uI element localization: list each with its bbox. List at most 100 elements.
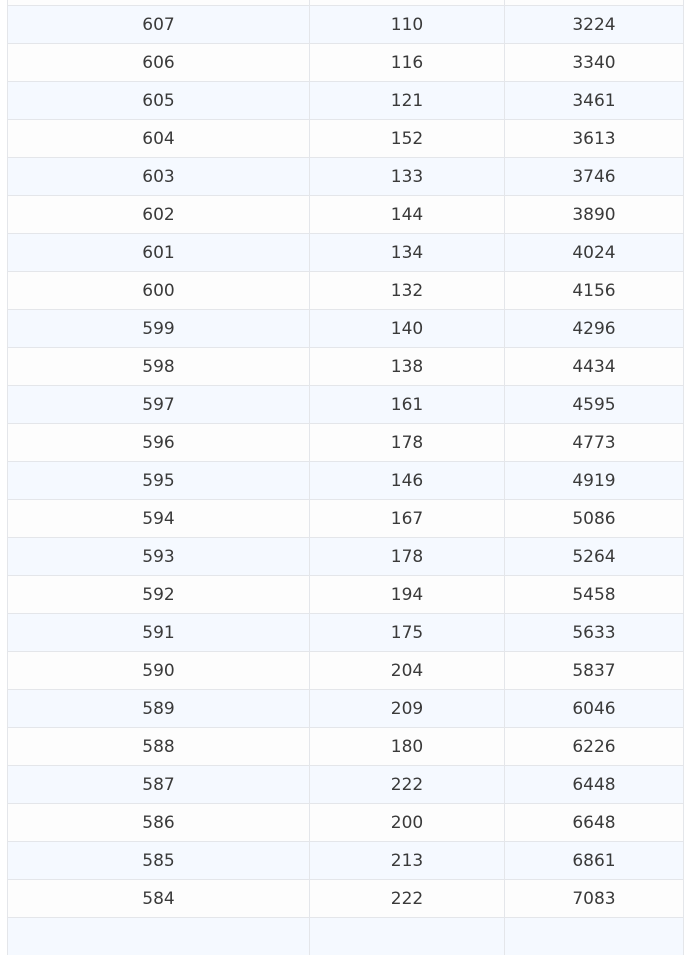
table-cell: 175 xyxy=(310,614,505,651)
table-cell: 7083 xyxy=(572,888,616,909)
table-cell: 204 xyxy=(310,652,505,689)
table-cell: 584 xyxy=(8,880,310,917)
table-row: 606 116 3340 xyxy=(7,43,684,81)
cell xyxy=(505,918,683,955)
table-row: 605 121 3461 xyxy=(7,81,684,119)
table-cell: 592 xyxy=(8,576,310,613)
table-row: 590 204 5837 xyxy=(7,651,684,689)
table-cell: 222 xyxy=(310,766,505,803)
table-cell: 602 xyxy=(8,196,310,233)
table-cell: 4296 xyxy=(572,318,616,339)
table-cell: 5837 xyxy=(572,660,616,681)
table-cell: 591 xyxy=(8,614,310,651)
table-row: 597 161 4595 xyxy=(7,385,684,423)
table-cell: 600 xyxy=(8,272,310,309)
table-cell: 5086 xyxy=(572,508,616,529)
table-row: 589 209 6046 xyxy=(7,689,684,727)
table-cell: 194 xyxy=(310,576,505,613)
table-cell: 146 xyxy=(310,462,505,499)
table-row: 600 132 4156 xyxy=(7,271,684,309)
table-cell: 590 xyxy=(8,652,310,689)
table-row: 587 222 6448 xyxy=(7,765,684,803)
partial-row xyxy=(7,0,684,5)
table-cell: 4434 xyxy=(572,356,616,377)
table-cell: 178 xyxy=(310,538,505,575)
table-row: 591 175 5633 xyxy=(7,613,684,651)
table-cell: 152 xyxy=(310,120,505,157)
table-row: 601 134 4024 xyxy=(7,233,684,271)
table-cell: 593 xyxy=(8,538,310,575)
table-row: 596 178 4773 xyxy=(7,423,684,461)
cell xyxy=(8,918,310,955)
table-row: 604 152 3613 xyxy=(7,119,684,157)
table-cell: 3613 xyxy=(572,128,616,149)
table-cell: 110 xyxy=(310,6,505,43)
table-cell: 4024 xyxy=(572,242,616,263)
table-cell: 3461 xyxy=(572,90,616,111)
table-cell: 601 xyxy=(8,234,310,271)
table-cell: 178 xyxy=(310,424,505,461)
table-cell: 6861 xyxy=(572,850,616,871)
table-cell: 132 xyxy=(310,272,505,309)
table-cell: 596 xyxy=(8,424,310,461)
table-cell: 133 xyxy=(310,158,505,195)
table: 607 110 3224 606 116 3340 605 121 3461 604 152 3613… xyxy=(7,0,684,955)
table-cell: 5458 xyxy=(572,584,616,605)
table-row: 594 167 5086 xyxy=(7,499,684,537)
table-cell: 167 xyxy=(310,500,505,537)
table-cell: 606 xyxy=(8,44,310,81)
table-cell: 6648 xyxy=(572,812,616,833)
table-row: 607 110 3224 xyxy=(7,5,684,43)
table-row: 585 213 6861 xyxy=(7,841,684,879)
table-cell: 599 xyxy=(8,310,310,347)
table-cell: 597 xyxy=(8,386,310,423)
table-cell: 4919 xyxy=(572,470,616,491)
cell xyxy=(310,0,505,5)
table-cell: 209 xyxy=(310,690,505,727)
page: 607 110 3224 606 116 3340 605 121 3461 604 152 3613… xyxy=(7,0,684,955)
table-cell: 605 xyxy=(8,82,310,119)
table-cell: 222 xyxy=(310,880,505,917)
table-cell: 3890 xyxy=(572,204,616,225)
table-cell: 161 xyxy=(310,386,505,423)
table-cell: 587 xyxy=(8,766,310,803)
table-cell: 116 xyxy=(310,44,505,81)
table-cell: 4773 xyxy=(572,432,616,453)
table-cell: 585 xyxy=(8,842,310,879)
table-cell: 4156 xyxy=(572,280,616,301)
table-cell: 3340 xyxy=(572,52,616,73)
table-cell: 604 xyxy=(8,120,310,157)
table-cell: 589 xyxy=(8,690,310,727)
cell xyxy=(8,0,310,5)
table-row: 595 146 4919 xyxy=(7,461,684,499)
table-row: 593 178 5264 xyxy=(7,537,684,575)
table-cell: 598 xyxy=(8,348,310,385)
table-cell: 595 xyxy=(8,462,310,499)
table-row: 598 138 4434 xyxy=(7,347,684,385)
table-cell: 121 xyxy=(310,82,505,119)
table-cell: 180 xyxy=(310,728,505,765)
table-cell: 213 xyxy=(310,842,505,879)
table-cell: 200 xyxy=(310,804,505,841)
table-cell: 5633 xyxy=(572,622,616,643)
table-row: 588 180 6226 xyxy=(7,727,684,765)
table-cell: 134 xyxy=(310,234,505,271)
table-cell: 588 xyxy=(8,728,310,765)
cell xyxy=(310,918,505,955)
table-row: 592 194 5458 xyxy=(7,575,684,613)
cell xyxy=(505,0,683,5)
table-cell: 6226 xyxy=(572,736,616,757)
table-cell: 4595 xyxy=(572,394,616,415)
table-cell: 138 xyxy=(310,348,505,385)
table-cell: 5264 xyxy=(572,546,616,567)
table-row: 584 222 7083 xyxy=(7,879,684,917)
table-cell: 603 xyxy=(8,158,310,195)
table-cell: 3224 xyxy=(572,14,616,35)
table-cell: 594 xyxy=(8,500,310,537)
table-cell: 607 xyxy=(8,6,310,43)
table-cell: 6448 xyxy=(572,774,616,795)
table-row: 599 140 4296 xyxy=(7,309,684,347)
table-cell: 140 xyxy=(310,310,505,347)
table-body: 607 110 3224 606 116 3340 605 121 3461 604 152 3613… xyxy=(7,5,684,917)
table-cell: 3746 xyxy=(572,166,616,187)
